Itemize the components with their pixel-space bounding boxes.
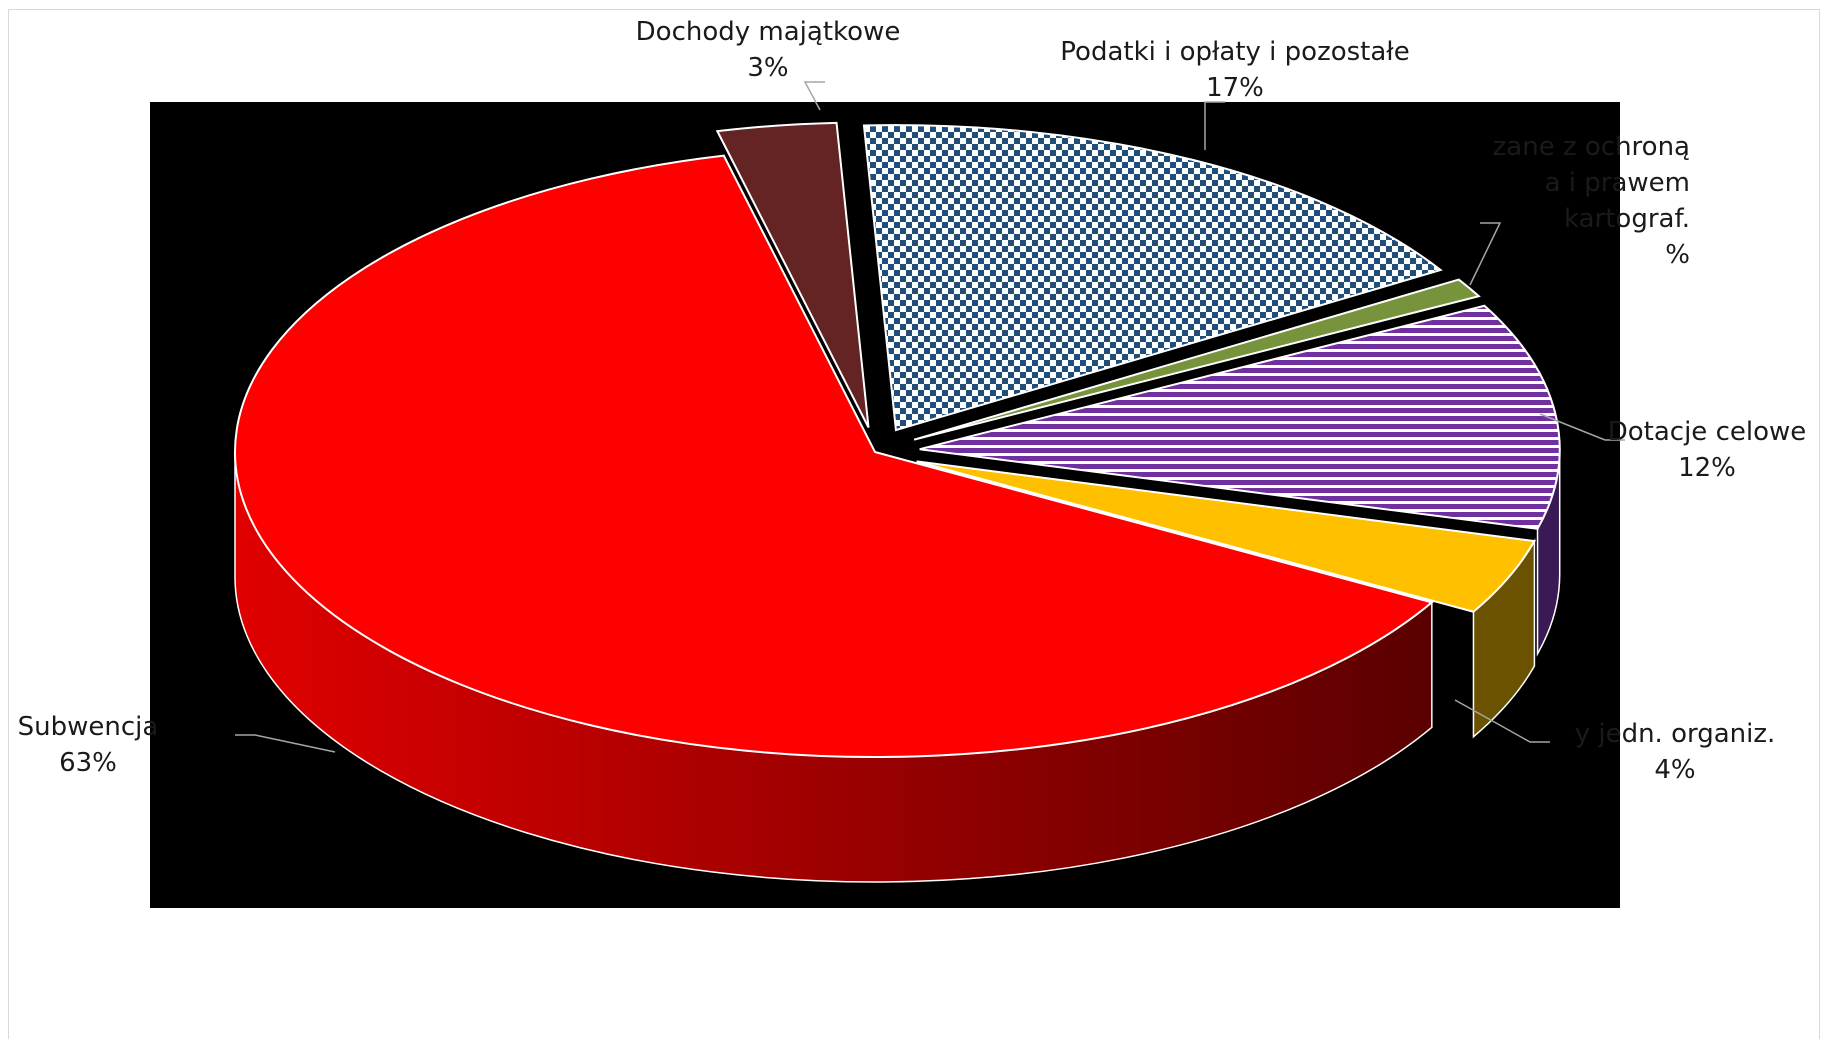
data-label-line: Dochody majątkowe: [636, 17, 901, 47]
data-label-line: Subwencja: [18, 712, 159, 742]
pie-slice: [715, 121, 870, 428]
data-label-line: Dotacje celowe: [1608, 417, 1807, 447]
data-label: y jedn. organiz. 4%: [1575, 719, 1776, 785]
data-label-line: zane z ochroną: [1493, 132, 1690, 162]
data-label-line: 12%: [1678, 453, 1736, 483]
pie-slice: [913, 278, 1481, 441]
pie-slice: [916, 460, 1537, 613]
data-label-line: y jedn. organiz.: [1575, 719, 1776, 749]
pie-slice: [862, 124, 1443, 432]
leader-line: [1469, 222, 1502, 286]
leader-line: [1539, 413, 1625, 441]
data-label-line: 4%: [1654, 755, 1695, 785]
data-label: Subwencja 63%: [18, 712, 159, 778]
leader-line: [1204, 101, 1225, 150]
leader-line: [803, 81, 825, 111]
data-label-line: 17%: [1206, 73, 1264, 103]
data-label: Dochody majątkowe 3%: [636, 17, 901, 83]
data-label: zane z ochroną a i prawem kartograf.%: [1493, 132, 1690, 270]
data-label-line: kartograf.: [1564, 204, 1690, 234]
pie-slice: [919, 304, 1561, 530]
leader-line: [235, 734, 336, 753]
data-label-line: a i prawem: [1545, 168, 1690, 198]
data-label-line: %: [1665, 240, 1690, 270]
data-label: Dotacje celowe 12%: [1608, 417, 1807, 483]
data-label-line: 63%: [59, 748, 117, 778]
data-label-line: 3%: [747, 53, 788, 83]
data-label: Podatki i opłaty i pozostałe 17%: [1060, 37, 1409, 103]
pie-slice: [234, 154, 1434, 758]
leader-line: [1454, 699, 1550, 743]
chart-frame: [8, 9, 1820, 1039]
data-label-line: Podatki i opłaty i pozostałe: [1060, 37, 1409, 67]
